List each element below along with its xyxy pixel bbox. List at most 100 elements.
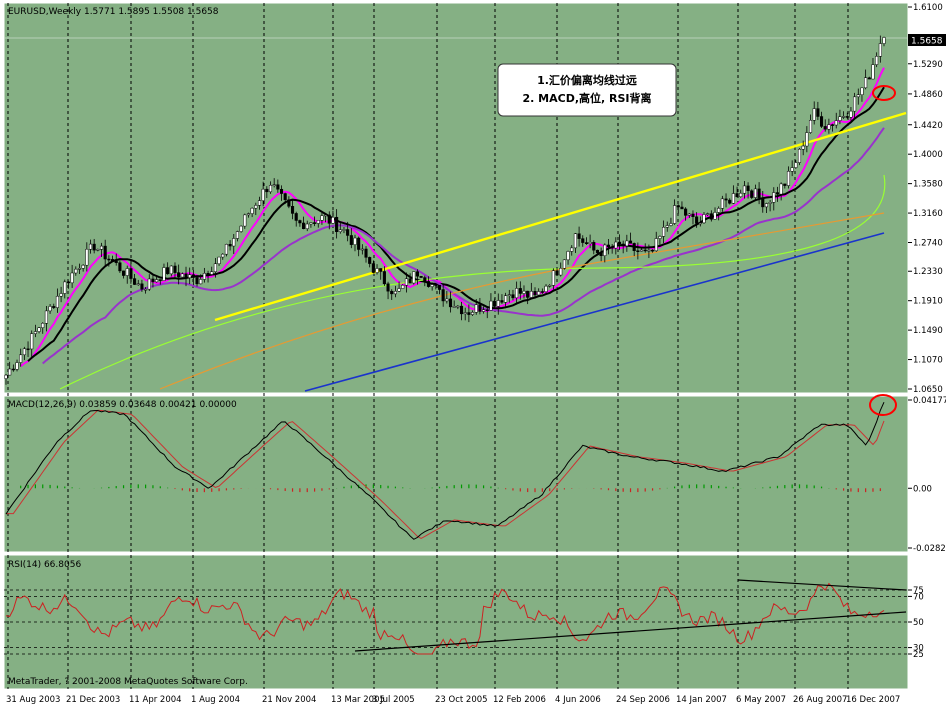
candle-body (19, 354, 23, 363)
candle-body (772, 192, 776, 203)
candle-body (140, 283, 144, 290)
candle-body (849, 110, 853, 118)
candle-body (808, 120, 813, 133)
candle-body (221, 253, 225, 258)
macd-panel-title: MACD(12,26,9) 0.03859 0.03648 0.00421 0.… (8, 400, 237, 410)
candle-body (485, 309, 489, 311)
candle-body (184, 273, 188, 279)
candle-body (856, 94, 860, 98)
candle-body (555, 270, 559, 276)
candle-body (118, 262, 122, 272)
rsi-panel-title: RSI(14) 66.8056 (8, 560, 81, 570)
candle-body (52, 306, 56, 308)
candle-body (610, 246, 614, 249)
price-tick-label: 1.5290 (913, 60, 943, 70)
candle-body (88, 243, 93, 250)
candle-body (206, 273, 210, 275)
lime-ma-line (59, 174, 886, 390)
candle-body (573, 233, 577, 249)
candle-body (397, 288, 401, 292)
candle-body (243, 214, 247, 227)
candle-body (70, 272, 74, 284)
candle-body (122, 270, 126, 276)
price-panel-title: EURUSD,Weekly 1.5771 1.5895 1.5508 1.565… (8, 7, 219, 17)
candle-body (544, 285, 548, 292)
candle-body (764, 203, 768, 208)
rsi-tick-label: 30 (913, 644, 924, 654)
candle-body (202, 273, 206, 280)
candle-body (33, 331, 37, 334)
candle-body (676, 205, 680, 208)
candle-body (529, 290, 533, 298)
candle-body (144, 288, 148, 291)
candle-body (426, 281, 431, 287)
candle-body (786, 171, 791, 186)
candle-body (386, 283, 390, 292)
copyright-text: MetaTrader, ? 2001-2008 MetaQuotes Softw… (8, 677, 248, 687)
candle-body (379, 268, 383, 272)
candle-body (393, 290, 397, 295)
price-tick-label: 1.1490 (913, 326, 943, 336)
candle-body (761, 197, 765, 208)
candle-body (559, 268, 563, 276)
candle-body (864, 77, 868, 89)
x-tick-label: 13 Mar 2005 (331, 695, 385, 705)
candle-body (268, 185, 273, 193)
macd-signal-line (6, 409, 885, 539)
candle-body (853, 96, 857, 112)
candle-body (518, 288, 522, 294)
candle-body (702, 214, 706, 224)
candle-body (423, 277, 427, 282)
candle-body (684, 208, 688, 216)
candle-body (842, 116, 846, 118)
x-tick-label: 21 Dec 2003 (66, 695, 120, 705)
x-tick-label: 24 Sep 2006 (616, 695, 670, 705)
candle-body (335, 216, 339, 232)
candle-body (371, 263, 375, 273)
candle-body (364, 248, 368, 258)
candle-body (338, 229, 342, 232)
x-tick-label: 11 Apr 2004 (129, 695, 182, 705)
candle-body (15, 362, 19, 370)
candle-body (735, 193, 739, 198)
candle-body (44, 310, 48, 324)
x-tick-label: 26 Aug 2007 (793, 695, 847, 705)
x-tick-label: 21 Nov 2004 (262, 695, 316, 705)
candle-body (437, 285, 442, 290)
candle-body (158, 279, 162, 281)
candle-body (739, 192, 743, 198)
rsi-tick-label: 70 (913, 592, 924, 602)
candle-body (592, 241, 596, 251)
candle-body (463, 312, 467, 315)
candle-body (294, 213, 298, 221)
candle-body (250, 207, 254, 214)
annotation-line-1: 1.汇价偏离均线过远 (537, 73, 637, 87)
candle-body (728, 199, 732, 204)
macd-main-line (5, 401, 885, 540)
candle-body (331, 216, 335, 224)
candle-body (346, 229, 350, 236)
current-price-label: 1.5658 (911, 37, 943, 47)
candle-body (713, 212, 717, 220)
candle-body (166, 267, 170, 275)
candle-body (213, 263, 217, 272)
candle-body (22, 348, 26, 356)
candle-body (107, 258, 111, 261)
candle-body (779, 183, 783, 195)
candle-body (147, 278, 151, 290)
candle-body (85, 248, 89, 266)
macd-series (5, 401, 885, 540)
x-tick-label: 14 Jan 2007 (676, 695, 727, 705)
candle-body (742, 185, 746, 194)
candle-body (133, 278, 137, 285)
candle-body (199, 279, 203, 285)
yellow-trendline (214, 111, 907, 322)
candle-body (471, 312, 475, 315)
candle-body (515, 288, 519, 299)
candle-body (8, 368, 12, 376)
candle-body (279, 188, 284, 194)
candle-body (504, 295, 508, 303)
candle-body (305, 223, 309, 229)
candle-body (382, 271, 386, 285)
candle-body (99, 245, 104, 250)
